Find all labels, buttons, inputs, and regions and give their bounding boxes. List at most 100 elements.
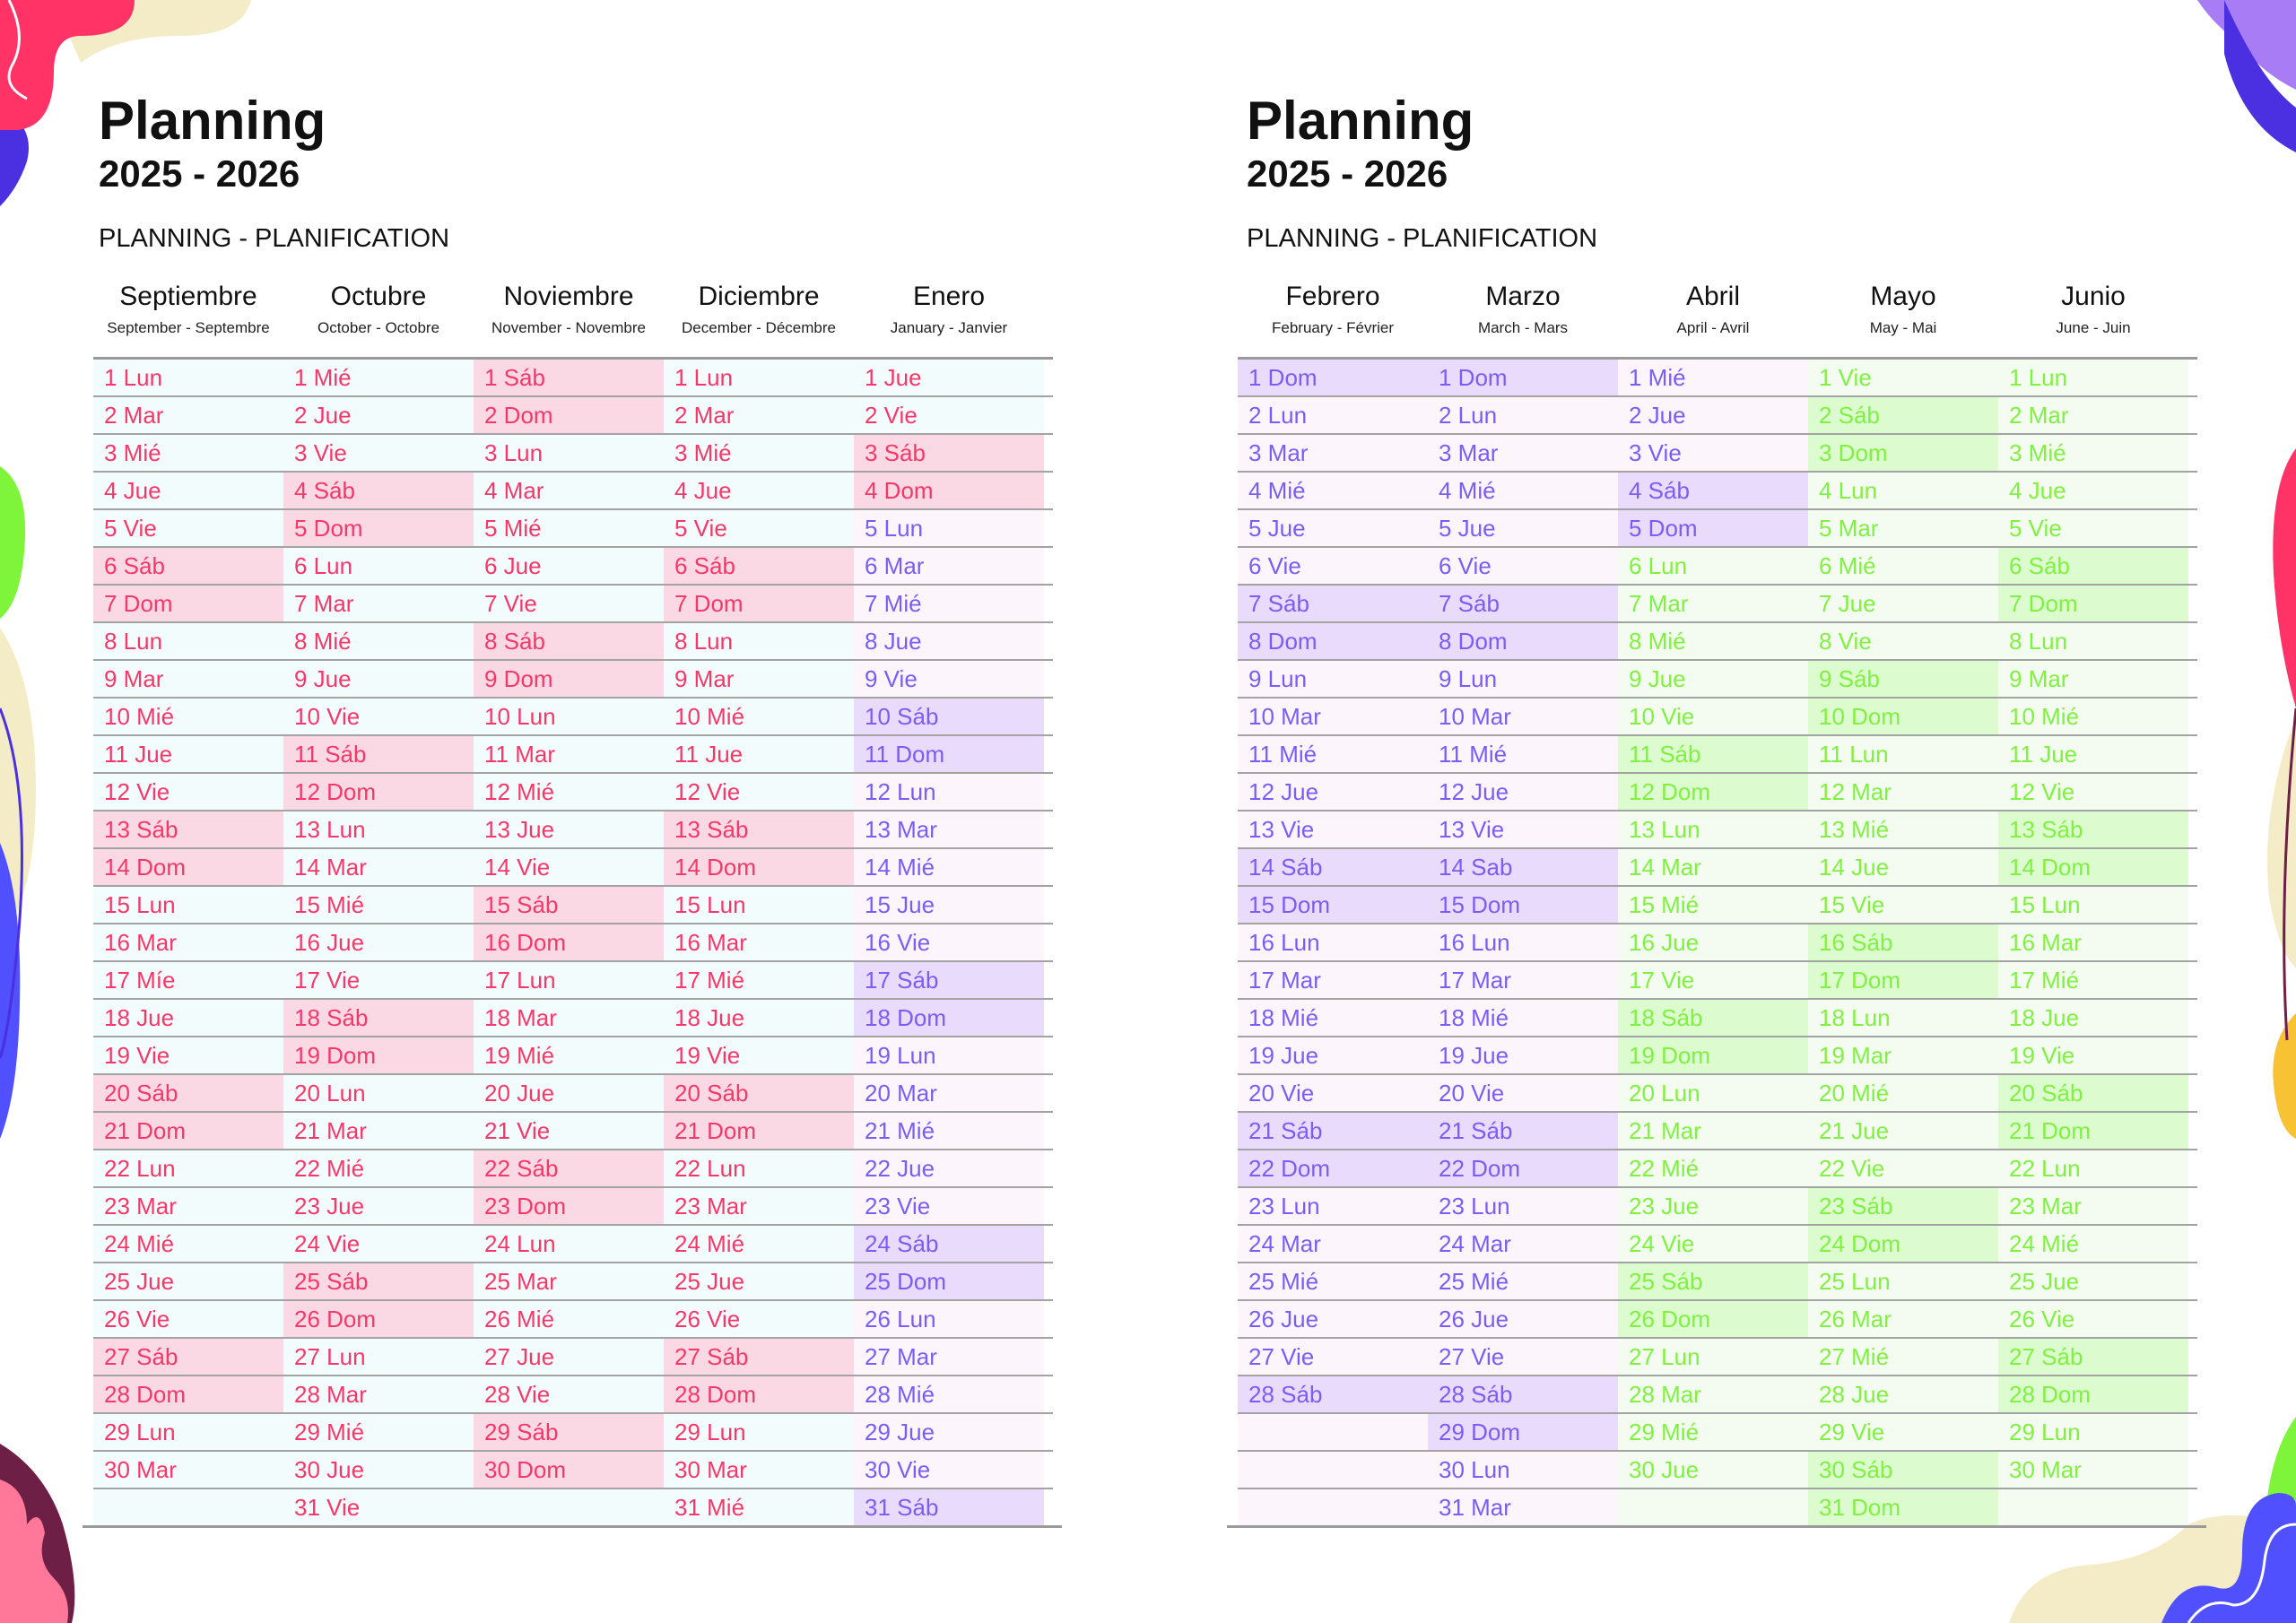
day-cell: 16 Mar [664, 924, 854, 960]
table-row: 23 Mar 23 Jue 23 Dom 23 Mar 23 Vie [93, 1188, 1053, 1226]
page-title: Planning [99, 91, 326, 151]
weekend-day-cell: 19 Dom [283, 1037, 474, 1073]
weekend-day-cell: 31 Sáb [854, 1489, 1044, 1525]
day-cell: 24 Mié [664, 1226, 854, 1262]
page-years: 2025 - 2026 [99, 152, 300, 195]
day-cell: 19 Vie [1998, 1037, 2188, 1073]
day-cell: 17 Vie [283, 962, 474, 998]
table-row: 13 Vie 13 Vie 13 Lun 13 Mié 13 Sáb [1238, 812, 2197, 849]
calendar-body: 1 Lun 1 Mié 1 Sáb 1 Lun 1 Jue 2 Mar 2 Jue 2 Dom… [83, 357, 1062, 1528]
day-cell: 5 Vie [1998, 510, 2188, 546]
day-cell: 9 Mar [664, 661, 854, 697]
weekend-day-cell: 20 Sáb [1998, 1075, 2188, 1111]
page-subtitle: PLANNING - PLANIFICATION [99, 224, 450, 253]
empty-cell [1238, 1452, 1428, 1488]
day-cell: 13 Lun [1618, 812, 1808, 847]
day-cell: 12 Jue [1238, 774, 1428, 810]
day-cell: 2 Mar [664, 397, 854, 433]
day-cell: 21 Mar [1618, 1113, 1808, 1149]
day-cell: 15 Lun [1998, 887, 2188, 923]
day-cell: 22 Mié [1618, 1150, 1808, 1186]
table-row: 22 Lun 22 Mié 22 Sáb 22 Lun 22 Jue [93, 1150, 1053, 1188]
table-row: 18 Mié 18 Mié 18 Sáb 18 Lun 18 Jue [1238, 1000, 2197, 1037]
weekend-day-cell: 4 Sáb [283, 473, 474, 508]
month-name: Enero [912, 282, 986, 311]
table-row: 4 Mié 4 Mié 4 Sáb 4 Lun 4 Jue [1238, 473, 2197, 510]
day-cell: 9 Jue [1618, 661, 1808, 697]
day-cell: 6 Lun [1618, 548, 1808, 584]
day-cell: 30 Mar [1998, 1452, 2188, 1488]
table-row: 10 Mié 10 Vie 10 Lun 10 Mié 10 Sáb [93, 699, 1053, 736]
day-cell: 25 Mar [474, 1263, 664, 1299]
weekend-day-cell: 5 Dom [283, 510, 474, 546]
day-cell: 27 Mié [1808, 1339, 1998, 1375]
table-row: 8 Lun 8 Mié 8 Sáb 8 Lun 8 Jue [93, 623, 1053, 661]
weekend-day-cell: 20 Sáb [664, 1075, 854, 1111]
table-row: 27 Sáb 27 Lun 27 Jue 27 Sáb 27 Mar [93, 1339, 1053, 1376]
month-header: Noviembre November - Novembre [474, 278, 664, 357]
table-row: 4 Jue 4 Sáb 4 Mar 4 Jue 4 Dom [93, 473, 1053, 510]
day-cell: 20 Vie [1238, 1075, 1428, 1111]
day-cell: 9 Lun [1428, 661, 1618, 697]
month-header: Marzo March - Mars [1428, 278, 1618, 357]
day-cell: 18 Jue [1998, 1000, 2188, 1036]
weekend-day-cell: 10 Sáb [854, 699, 1044, 734]
day-cell: 5 Lun [854, 510, 1044, 546]
weekend-day-cell: 6 Sáb [93, 548, 283, 584]
month-translation: November - Novembre [491, 319, 646, 336]
day-cell: 27 Lun [283, 1339, 474, 1375]
weekend-day-cell: 21 Dom [93, 1113, 283, 1149]
day-cell: 5 Jue [1238, 510, 1428, 546]
day-cell: 10 Mar [1428, 699, 1618, 734]
day-cell: 29 Jue [854, 1414, 1044, 1450]
right-page: Planning 2025 - 2026 PLANNING - PLANIFIC… [1148, 0, 2296, 1623]
day-cell: 23 Mar [1998, 1188, 2188, 1224]
weekend-day-cell: 8 Dom [1428, 623, 1618, 659]
weekend-day-cell: 31 Dom [1808, 1489, 1998, 1525]
weekend-day-cell: 3 Sáb [854, 435, 1044, 471]
weekend-day-cell: 17 Sáb [854, 962, 1044, 998]
day-cell: 6 Vie [1428, 548, 1618, 584]
day-cell: 11 Lun [1808, 736, 1998, 772]
day-cell: 25 Jue [1998, 1263, 2188, 1299]
day-cell: 5 Mar [1808, 510, 1998, 546]
weekend-day-cell: 10 Dom [1808, 699, 1998, 734]
day-cell: 17 Mar [1238, 962, 1428, 998]
weekend-day-cell: 14 Sáb [1238, 849, 1428, 885]
table-row: 31 Mar 31 Dom [1227, 1489, 2206, 1528]
month-translation: April - Avril [1676, 319, 1750, 336]
weekend-day-cell: 26 Dom [1618, 1301, 1808, 1337]
weekend-day-cell: 30 Sáb [1808, 1452, 1998, 1488]
table-row: 11 Jue 11 Sáb 11 Mar 11 Jue 11 Dom [93, 736, 1053, 774]
table-row: 21 Sáb 21 Sáb 21 Mar 21 Jue 21 Dom [1238, 1113, 2197, 1150]
day-cell: 2 Jue [283, 397, 474, 433]
day-cell: 31 Vie [283, 1489, 474, 1525]
day-cell: 19 Lun [854, 1037, 1044, 1073]
day-cell: 24 Mié [1998, 1226, 2188, 1262]
day-cell: 16 Lun [1238, 924, 1428, 960]
day-cell: 25 Jue [664, 1263, 854, 1299]
month-header: Diciembre December - Décembre [664, 278, 854, 357]
weekend-day-cell: 28 Dom [1998, 1376, 2188, 1412]
day-cell: 15 Vie [1808, 887, 1998, 923]
day-cell: 5 Jue [1428, 510, 1618, 546]
day-cell: 12 Vie [664, 774, 854, 810]
day-cell: 14 Mar [1618, 849, 1808, 885]
table-row: 20 Sáb 20 Lun 20 Jue 20 Sáb 20 Mar [93, 1075, 1053, 1113]
day-cell: 12 Lun [854, 774, 1044, 810]
weekend-day-cell: 8 Sáb [474, 623, 664, 659]
day-cell: 29 Vie [1808, 1414, 1998, 1450]
calendar-body: 1 Dom 1 Dom 1 Mié 1 Vie 1 Lun 2 Lun 2 Lun 2 Jue… [1227, 357, 2206, 1528]
day-cell: 28 Mar [283, 1376, 474, 1412]
weekend-day-cell: 2 Dom [474, 397, 664, 433]
weekend-day-cell: 21 Dom [664, 1113, 854, 1149]
day-cell: 8 Lun [1998, 623, 2188, 659]
day-cell: 19 Jue [1428, 1037, 1618, 1073]
weekend-day-cell: 12 Dom [1618, 774, 1808, 810]
table-row: 10 Mar 10 Mar 10 Vie 10 Dom 10 Mié [1238, 699, 2197, 736]
weekend-day-cell: 22 Sáb [474, 1150, 664, 1186]
day-cell: 4 Mié [1428, 473, 1618, 508]
day-cell: 26 Lun [854, 1301, 1044, 1337]
table-row: 3 Mié 3 Vie 3 Lun 3 Mié 3 Sáb [93, 435, 1053, 473]
day-cell: 1 Mié [1618, 360, 1808, 395]
